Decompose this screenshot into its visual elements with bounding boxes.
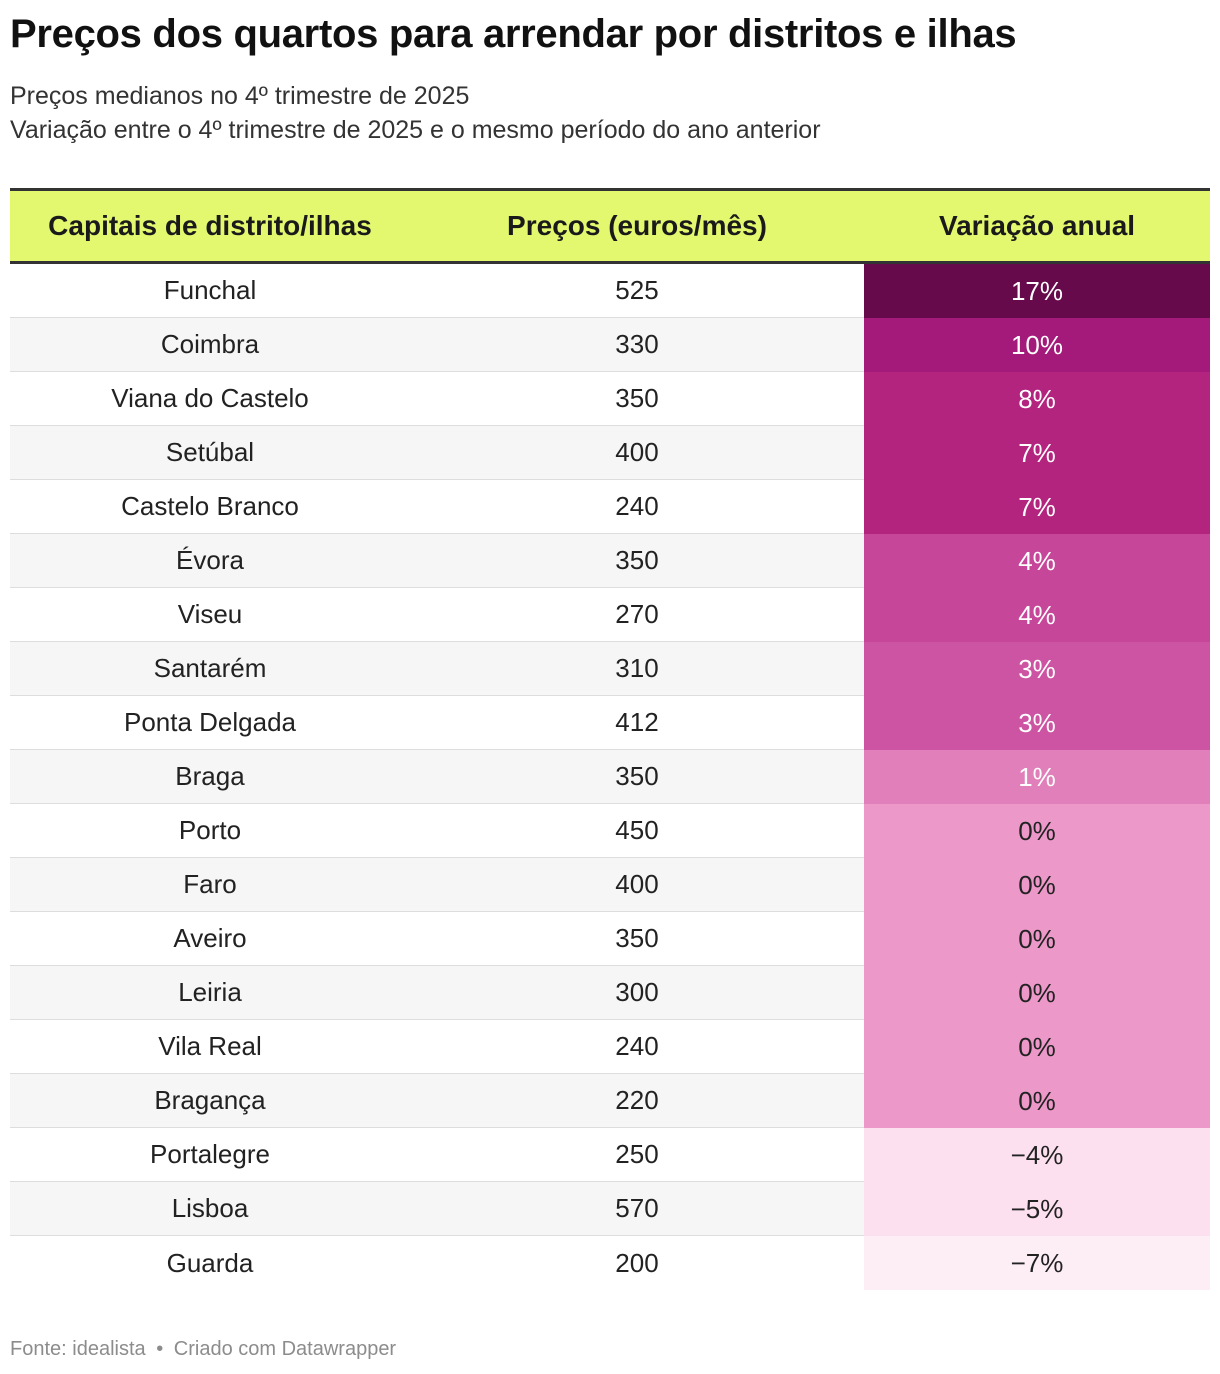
cell-city: Aveiro [173,923,247,953]
cell-price: 240 [615,1031,659,1061]
column-header-price[interactable]: Preços (euros/mês) [507,210,767,241]
cell-variation: −4% [864,1128,1210,1182]
cell-variation: 4% [864,534,1210,588]
cell-variation: 3% [864,696,1210,750]
table-row: Leiria 300 0% [10,966,1210,1020]
cell-variation: 0% [864,1020,1210,1074]
footer: Fonte: idealista • Criado com Datawrappe… [10,1338,396,1361]
cell-variation: 0% [864,966,1210,1020]
cell-price: 570 [615,1193,659,1223]
cell-variation: 7% [864,426,1210,480]
cell-city: Porto [178,815,242,845]
column-header-city[interactable]: Capitais de distrito/ilhas [48,210,372,241]
table-row: Guarda 200 −7% [10,1236,1210,1290]
table-row: Vila Real 240 0% [10,1020,1210,1074]
cell-city: Faro [183,869,237,899]
column-header-variation[interactable]: Variação anual [938,210,1136,241]
cell-variation: 4% [864,588,1210,642]
cell-price: 400 [615,869,659,899]
cell-variation: 10% [864,318,1210,372]
cell-city: Santarém [153,653,267,683]
cell-city: Lisboa [171,1193,249,1223]
cell-city: Viseu [177,599,243,629]
cell-variation: 0% [864,804,1210,858]
cell-variation: 0% [864,912,1210,966]
cell-variation: −7% [864,1236,1210,1290]
cell-price: 350 [615,923,659,953]
cell-price: 310 [615,653,659,683]
cell-price: 400 [615,437,659,467]
cell-variation: 3% [864,642,1210,696]
chart-subtitle-line-2: Variação entre o 4º trimestre de 2025 e … [10,116,821,144]
chart-title: Preços dos quartos para arrendar por dis… [10,12,1017,56]
table-row: Bragança 220 0% [10,1074,1210,1128]
cell-variation: 1% [864,750,1210,804]
table-row: Ponta Delgada 412 3% [10,696,1210,750]
table-row: Faro 400 0% [10,858,1210,912]
table-row: Viana do Castelo 350 8% [10,372,1210,426]
cell-price: 450 [615,815,659,845]
table-row: Lisboa 570 −5% [10,1182,1210,1236]
cell-city: Évora [176,545,244,575]
table-body: Funchal 525 17% Coimbra 330 10% Viana do Caste… [10,264,1210,1290]
cell-city: Setúbal [165,437,255,467]
cell-city: Castelo Branco [121,491,299,521]
data-table: Capitais de distrito/ilhas Preços (euros… [10,188,1210,1290]
table-row: Funchal 525 17% [10,264,1210,318]
footer-separator: • [156,1338,164,1360]
cell-variation: 17% [864,264,1210,318]
cell-price: 300 [615,977,659,1007]
cell-price: 412 [615,707,659,737]
cell-variation: −5% [864,1182,1210,1236]
table-row: Santarém 310 3% [10,642,1210,696]
cell-price: 240 [615,491,659,521]
table-row: Setúbal 400 7% [10,426,1210,480]
cell-price: 350 [615,383,659,413]
cell-price: 270 [615,599,659,629]
cell-price: 525 [615,275,659,305]
cell-city: Bragança [154,1085,266,1115]
cell-price: 350 [615,545,659,575]
cell-city: Coimbra [160,329,260,359]
cell-variation: 0% [864,1074,1210,1128]
cell-variation: 7% [864,480,1210,534]
cell-price: 350 [615,761,659,791]
cell-price: 200 [615,1247,659,1278]
table-row: Braga 350 1% [10,750,1210,804]
table-row: Castelo Branco 240 7% [10,480,1210,534]
table-row: Évora 350 4% [10,534,1210,588]
credit-note: Criado com Datawrapper [173,1338,397,1360]
cell-city: Ponta Delgada [123,707,297,737]
chart-subtitle-line-1: Preços medianos no 4º trimestre de 2025 [10,82,470,110]
cell-city: Braga [175,761,245,791]
cell-price: 330 [615,329,659,359]
cell-variation: 0% [864,858,1210,912]
cell-city: Portalegre [150,1139,270,1169]
cell-price: 250 [615,1139,659,1169]
source-note: Fonte: idealista [10,1338,146,1360]
table-row: Viseu 270 4% [10,588,1210,642]
cell-city: Vila Real [158,1031,262,1061]
cell-city: Funchal [163,275,257,305]
cell-city: Leiria [178,977,242,1007]
cell-variation: 8% [864,372,1210,426]
cell-price: 220 [615,1085,659,1115]
table-row: Aveiro 350 0% [10,912,1210,966]
cell-city: Viana do Castelo [111,383,309,413]
table-header: Capitais de distrito/ilhas Preços (euros… [10,191,1210,264]
table-row: Portalegre 250 −4% [10,1128,1210,1182]
cell-city: Guarda [166,1247,254,1278]
table-row: Coimbra 330 10% [10,318,1210,372]
table-row: Porto 450 0% [10,804,1210,858]
